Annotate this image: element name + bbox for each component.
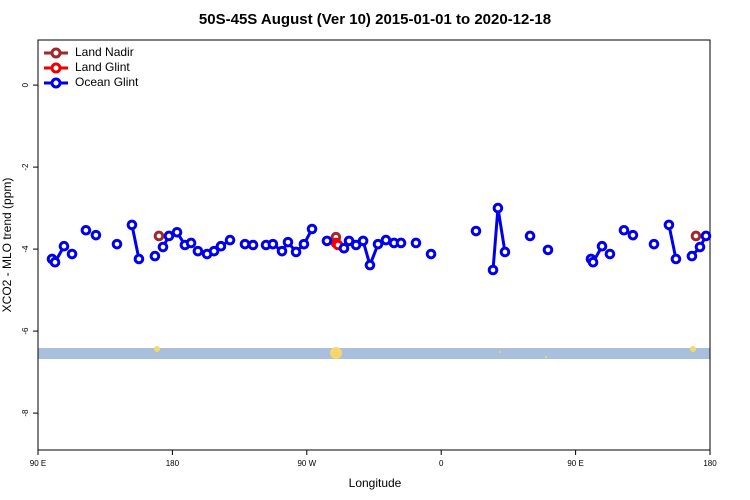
chart-title: 50S-45S August (Ver 10) 2015-01-01 to 20… (199, 11, 551, 28)
data-point (247, 239, 259, 251)
data-point (670, 253, 682, 265)
x-axis-label: Longitude (349, 476, 402, 490)
data-point (470, 225, 482, 237)
data-point (306, 223, 318, 235)
x-tick-label: 180 (703, 459, 717, 468)
data-point (587, 256, 599, 268)
legend-marker (50, 47, 62, 59)
data-point (126, 219, 138, 231)
coverage-spots (154, 346, 696, 359)
data-point (58, 240, 70, 252)
plot-frame (37, 39, 711, 451)
x-tick-label: 90 W (297, 459, 316, 468)
data-point (298, 238, 310, 250)
x-tick-label: 90 E (567, 459, 583, 468)
legend-label: Land Nadir (75, 45, 134, 59)
data-point (425, 248, 437, 260)
data-point (499, 246, 511, 258)
data-point (663, 219, 675, 231)
legend-label: Land Glint (75, 60, 130, 74)
data-point (596, 240, 608, 252)
data-point (694, 241, 706, 253)
data-point (282, 236, 294, 248)
data-point (66, 248, 78, 260)
data-point (224, 234, 236, 246)
data-point (111, 238, 123, 250)
data-point (686, 250, 698, 262)
data-point (163, 230, 175, 242)
legend-label: Ocean Glint (75, 75, 139, 89)
data-point (208, 245, 220, 257)
y-tick-label: -8 (21, 409, 30, 417)
data-point (133, 253, 145, 265)
data-point (487, 264, 499, 276)
data-point (90, 229, 102, 241)
data-point (338, 242, 350, 254)
data-point (700, 230, 712, 242)
y-tick-label: -2 (21, 163, 30, 171)
x-tick-label: 0 (439, 459, 444, 468)
data-point (153, 230, 165, 242)
data-point (492, 202, 504, 214)
data-point (185, 237, 197, 249)
data-point (267, 238, 279, 250)
data-point (395, 237, 407, 249)
data-point (364, 259, 376, 271)
data-point (690, 230, 702, 242)
y-axis-label: XCO2 - MLO trend (ppm) (0, 178, 14, 313)
x-tick-label: 90 E (30, 459, 46, 468)
data-point (357, 235, 369, 247)
data-point (627, 229, 639, 241)
data-point (410, 237, 422, 249)
data-point (524, 230, 536, 242)
data-point (372, 238, 384, 250)
x-tick-label: 180 (166, 459, 180, 468)
data-point (192, 245, 204, 257)
data-point (604, 248, 616, 260)
data-point (80, 224, 92, 236)
data-point (321, 235, 333, 247)
y-tick-label: 0 (21, 82, 30, 87)
data-point (215, 240, 227, 252)
data-point (149, 250, 161, 262)
data-point (157, 241, 169, 253)
data-point (49, 256, 61, 268)
coverage-band (38, 348, 710, 359)
y-tick-label: -4 (21, 245, 30, 253)
data-point (276, 245, 288, 257)
data-point (648, 238, 660, 250)
data-point (290, 246, 302, 258)
data-point (380, 234, 392, 246)
data-point (239, 238, 251, 250)
data-point (618, 224, 630, 236)
data-point (542, 244, 554, 256)
y-tick-label: -6 (21, 327, 30, 335)
data-point (171, 226, 183, 238)
legend-marker (50, 62, 62, 74)
legend-marker (50, 77, 62, 89)
